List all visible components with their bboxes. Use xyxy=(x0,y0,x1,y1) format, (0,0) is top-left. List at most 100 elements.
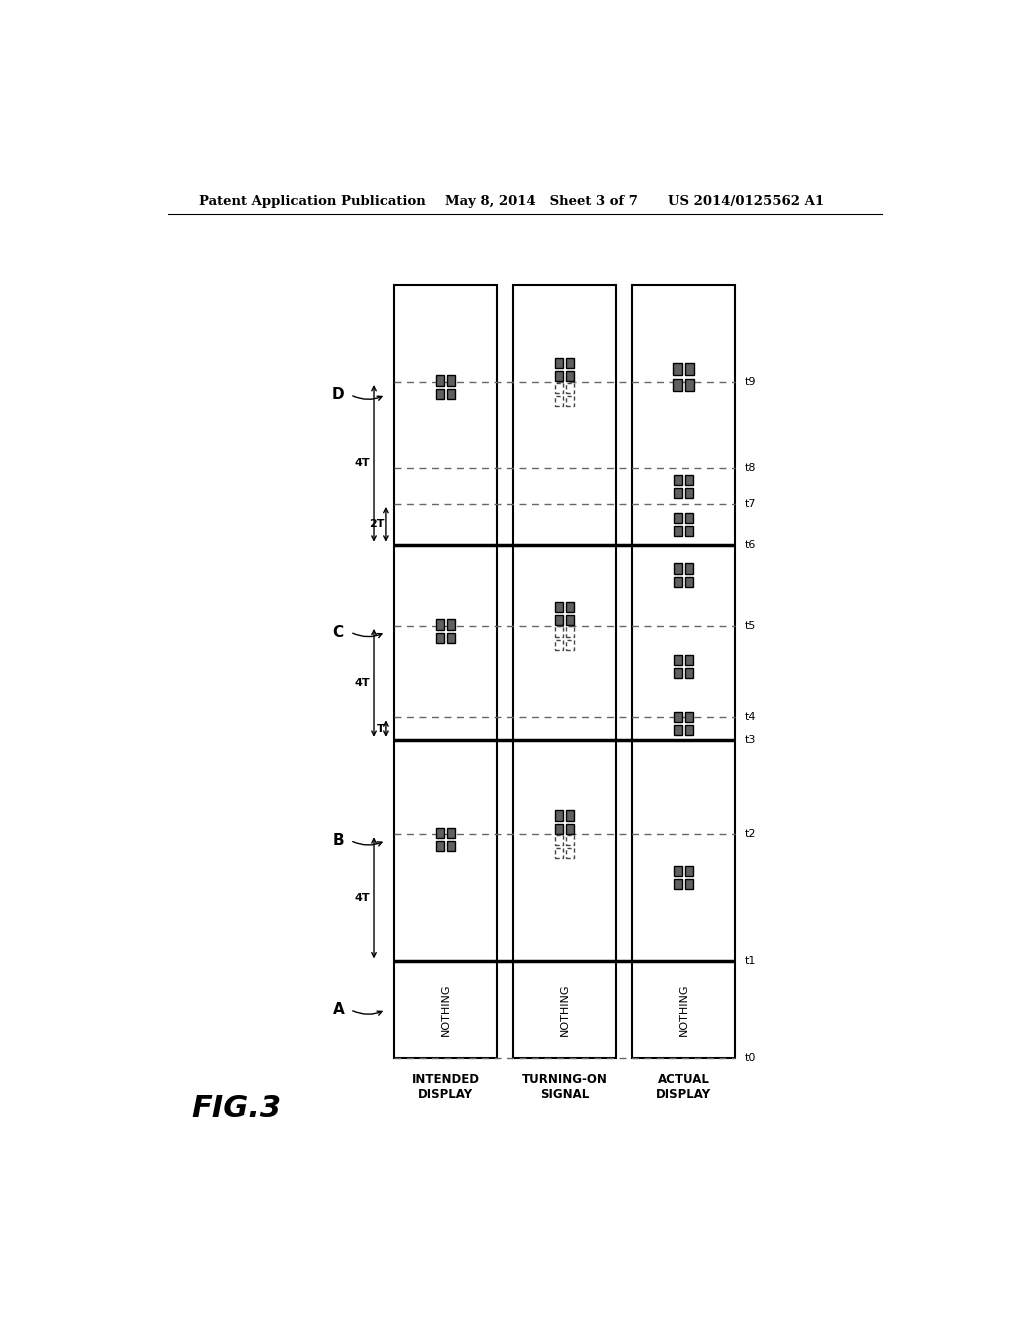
Bar xyxy=(565,834,573,845)
Bar xyxy=(565,358,573,368)
Text: NOTHING: NOTHING xyxy=(440,983,451,1036)
Bar xyxy=(446,632,455,643)
Text: Patent Application Publication: Patent Application Publication xyxy=(200,194,426,207)
Text: FIG.3: FIG.3 xyxy=(191,1094,282,1123)
Text: t0: t0 xyxy=(744,1053,756,1063)
Bar xyxy=(685,655,692,665)
Bar xyxy=(675,525,682,536)
Text: t7: t7 xyxy=(744,499,756,510)
Bar xyxy=(436,375,444,385)
Bar xyxy=(685,474,692,484)
Text: t3: t3 xyxy=(744,735,756,744)
Text: D: D xyxy=(332,387,345,403)
Bar xyxy=(675,487,682,498)
Bar xyxy=(555,396,563,405)
Bar xyxy=(555,371,563,381)
Bar xyxy=(565,383,573,392)
Bar xyxy=(685,487,692,498)
Bar xyxy=(675,725,682,735)
Text: INTENDED
DISPLAY: INTENDED DISPLAY xyxy=(412,1073,479,1101)
Bar xyxy=(675,668,682,678)
Text: NOTHING: NOTHING xyxy=(679,983,688,1036)
Bar xyxy=(675,655,682,665)
Bar xyxy=(513,285,616,1057)
Text: US 2014/0125562 A1: US 2014/0125562 A1 xyxy=(668,194,823,207)
Bar xyxy=(555,383,563,392)
Bar xyxy=(555,810,563,821)
Bar xyxy=(436,619,444,630)
Bar xyxy=(675,879,682,890)
Bar xyxy=(565,396,573,405)
Text: t2: t2 xyxy=(744,829,756,840)
Bar xyxy=(555,847,563,858)
Bar xyxy=(446,841,455,851)
Bar xyxy=(675,474,682,484)
Bar xyxy=(436,828,444,838)
Bar xyxy=(394,285,497,1057)
FancyArrowPatch shape xyxy=(352,842,382,846)
Bar xyxy=(685,668,692,678)
Bar xyxy=(555,615,563,626)
Text: A: A xyxy=(333,1002,344,1018)
Bar xyxy=(555,358,563,368)
Bar xyxy=(565,810,573,821)
Bar xyxy=(675,711,682,722)
Text: 4T: 4T xyxy=(354,458,370,469)
FancyArrowPatch shape xyxy=(352,634,382,638)
Bar xyxy=(675,564,682,574)
Bar xyxy=(436,841,444,851)
Text: May 8, 2014   Sheet 3 of 7: May 8, 2014 Sheet 3 of 7 xyxy=(445,194,638,207)
Text: ACTUAL
DISPLAY: ACTUAL DISPLAY xyxy=(656,1073,711,1101)
Text: t5: t5 xyxy=(744,620,756,631)
FancyArrowPatch shape xyxy=(352,396,382,400)
Bar xyxy=(565,615,573,626)
Bar xyxy=(565,371,573,381)
Bar xyxy=(685,879,692,890)
Bar xyxy=(632,285,735,1057)
Text: t4: t4 xyxy=(744,713,756,722)
Bar xyxy=(565,627,573,636)
Bar xyxy=(436,632,444,643)
Bar xyxy=(555,640,563,649)
Bar xyxy=(555,824,563,834)
Text: t8: t8 xyxy=(744,463,756,474)
Bar xyxy=(685,564,692,574)
Bar xyxy=(446,828,455,838)
Bar xyxy=(685,363,694,375)
Bar xyxy=(675,866,682,876)
Text: TURNING-ON
SIGNAL: TURNING-ON SIGNAL xyxy=(521,1073,607,1101)
FancyArrowPatch shape xyxy=(352,1011,382,1015)
Bar xyxy=(555,627,563,636)
Bar xyxy=(685,379,694,391)
Text: 2T: 2T xyxy=(369,519,384,529)
Text: t1: t1 xyxy=(744,957,756,966)
Text: C: C xyxy=(333,624,344,640)
Text: 4T: 4T xyxy=(354,678,370,688)
Text: 4T: 4T xyxy=(354,892,370,903)
Bar xyxy=(555,834,563,845)
Bar xyxy=(555,602,563,612)
Bar xyxy=(673,379,682,391)
Text: T: T xyxy=(377,723,384,734)
Bar xyxy=(565,602,573,612)
Bar xyxy=(675,512,682,523)
Text: t6: t6 xyxy=(744,540,756,549)
Bar xyxy=(685,525,692,536)
Bar xyxy=(675,577,682,587)
Bar xyxy=(685,866,692,876)
Bar xyxy=(685,512,692,523)
Text: NOTHING: NOTHING xyxy=(559,983,569,1036)
Text: t9: t9 xyxy=(744,378,756,387)
Bar xyxy=(446,619,455,630)
Bar xyxy=(446,375,455,385)
Bar xyxy=(565,847,573,858)
Bar xyxy=(436,388,444,399)
Bar xyxy=(685,725,692,735)
Bar xyxy=(565,824,573,834)
Bar xyxy=(446,388,455,399)
Bar xyxy=(685,577,692,587)
Text: B: B xyxy=(333,833,344,847)
Bar xyxy=(685,711,692,722)
Bar xyxy=(565,640,573,649)
Bar xyxy=(673,363,682,375)
